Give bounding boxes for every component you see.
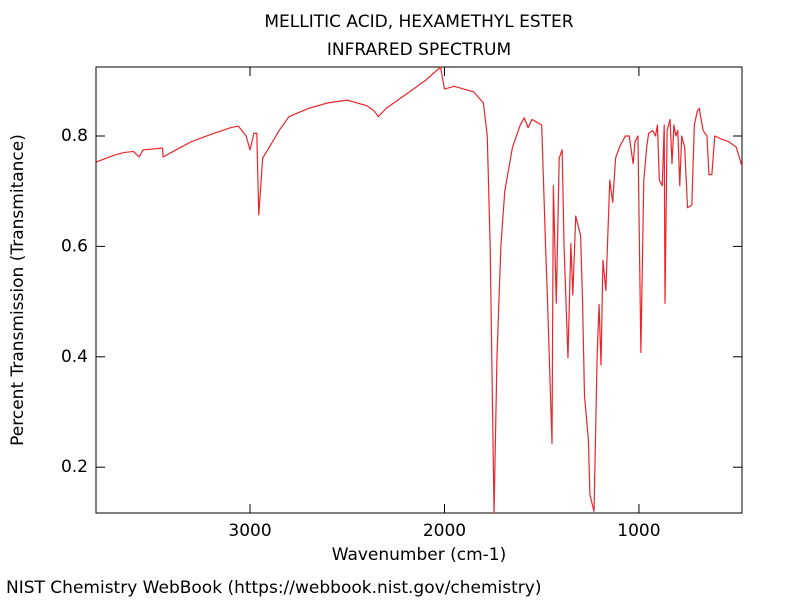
x-tick-label: 3000 xyxy=(228,521,271,541)
y-tick-label: 0.4 xyxy=(61,347,88,367)
chart-title: MELLITIC ACID, HEXAMETHYL ESTER xyxy=(264,12,573,32)
y-tick-label: 0.8 xyxy=(61,126,88,146)
x-tick-label: 2000 xyxy=(423,521,466,541)
y-tick-label: 0.2 xyxy=(61,457,88,477)
footer: NIST Chemistry WebBook (https://webbook.… xyxy=(6,578,541,598)
y-axis-label: Percent Transmission (Transmitance) xyxy=(8,134,28,446)
y-tick-label: 0.6 xyxy=(61,236,88,256)
spectrum-line xyxy=(96,66,743,514)
plot-frame xyxy=(95,66,743,514)
chart-subtitle: INFRARED SPECTRUM xyxy=(327,40,511,60)
x-tick-label: 1000 xyxy=(617,521,660,541)
x-axis-label: Wavenumber (cm-1) xyxy=(332,545,507,565)
